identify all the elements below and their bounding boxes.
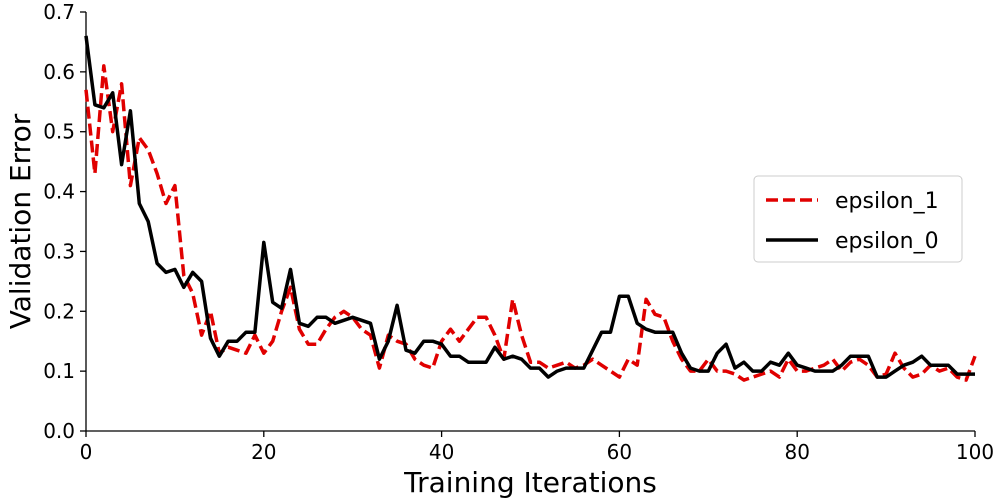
plot-area (84, 35, 977, 382)
y-axis-title: Validation Error (4, 113, 37, 329)
y-tick-label: 0.6 (43, 60, 75, 84)
y-tick-label: 0.0 (43, 419, 75, 443)
y-ticks: 0.0 0.1 0.2 0.3 0.4 0.5 0.6 0.7 (43, 0, 86, 443)
x-tick-label: 20 (251, 440, 276, 464)
series-line-epsilon-0 (84, 35, 975, 379)
legend: epsilon_1 epsilon_0 (753, 175, 963, 263)
axes (85, 12, 975, 432)
x-ticks: 0 20 40 60 80 100 (80, 431, 994, 464)
x-tick-label: 60 (607, 440, 632, 464)
x-tick-label: 100 (956, 440, 994, 464)
y-tick-label: 0.5 (43, 120, 75, 144)
y-tick-label: 0.2 (43, 299, 75, 323)
legend-label-epsilon-1: epsilon_1 (835, 189, 939, 214)
y-tick-label: 0.3 (43, 239, 75, 263)
legend-label-epsilon-0: epsilon_0 (835, 229, 939, 254)
x-tick-label: 40 (429, 440, 454, 464)
x-axis-title: Training Iterations (403, 466, 657, 499)
y-tick-label: 0.4 (43, 180, 75, 204)
y-tick-label: 0.1 (43, 359, 75, 383)
x-tick-label: 80 (784, 440, 809, 464)
series-line-epsilon-1 (84, 64, 977, 382)
y-tick-label: 0.7 (43, 0, 75, 24)
x-tick-label: 0 (80, 440, 93, 464)
